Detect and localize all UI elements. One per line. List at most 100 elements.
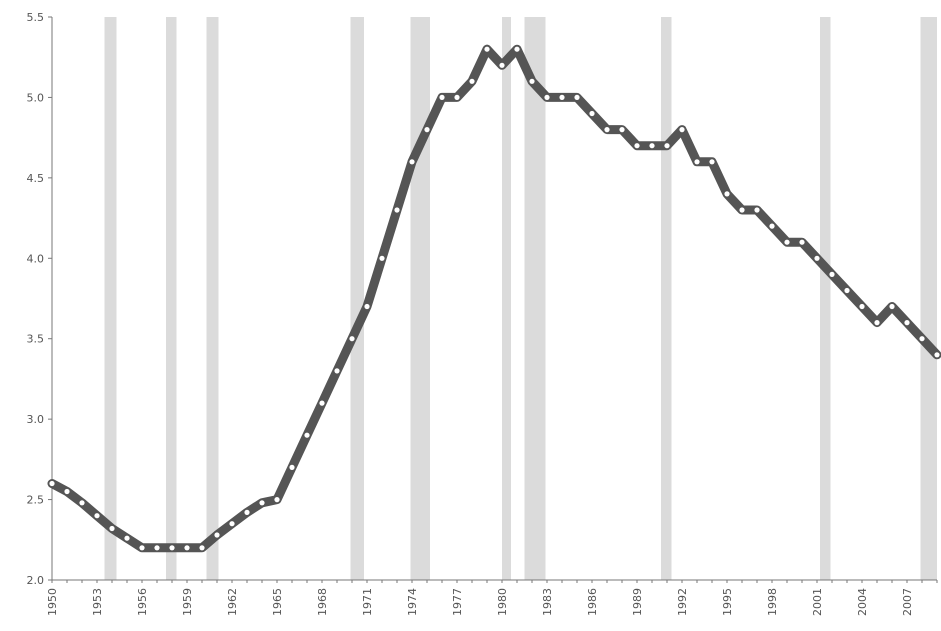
x-tick-label: 1968 — [316, 588, 329, 616]
data-point — [214, 532, 220, 538]
data-point — [619, 127, 625, 133]
data-point — [499, 62, 505, 68]
x-axis-ticks: 1950 1953 1956 1959 1962 1965 1968 1971 1974 1977… — [46, 580, 938, 616]
y-tick-label: 3.0 — [27, 413, 45, 426]
data-point — [79, 500, 85, 506]
x-tick-label: 1971 — [361, 588, 374, 616]
y-tick-label: 4.0 — [27, 252, 45, 265]
series-line — [47, 44, 941, 553]
data-point — [559, 94, 565, 100]
y-tick-label: 5.0 — [27, 91, 45, 104]
data-point — [679, 127, 685, 133]
data-point — [709, 159, 715, 165]
data-point — [724, 191, 730, 197]
recession-band-6 — [524, 17, 546, 580]
x-tick-label: 1962 — [226, 588, 239, 616]
data-point — [604, 127, 610, 133]
series-group — [47, 44, 941, 553]
data-point — [529, 78, 535, 84]
data-point — [154, 545, 160, 551]
data-point — [349, 336, 355, 342]
data-point — [469, 78, 475, 84]
x-tick-label: 1959 — [181, 588, 194, 616]
data-point — [859, 303, 865, 310]
data-point — [784, 239, 790, 245]
data-point — [634, 143, 640, 149]
y-tick-label: 2.0 — [27, 574, 45, 587]
recession-band-3 — [350, 17, 364, 580]
x-tick-label: 1965 — [271, 588, 284, 616]
recession-band-1 — [166, 17, 177, 580]
data-point — [184, 545, 190, 551]
x-tick-label: 1989 — [631, 588, 644, 616]
data-point — [394, 207, 400, 213]
recession-band-4 — [410, 17, 430, 580]
data-point — [814, 255, 820, 261]
x-tick-label: 1995 — [721, 588, 734, 616]
data-point — [799, 239, 805, 245]
data-point — [424, 127, 430, 133]
data-point — [199, 545, 205, 551]
recession-band-8 — [820, 17, 831, 580]
y-tick-label: 3.5 — [27, 333, 45, 346]
data-point — [754, 207, 760, 213]
x-tick-label: 1998 — [766, 588, 779, 616]
axes — [51, 17, 937, 581]
y-axis-ticks: 2.0 2.5 3.0 3.5 4.0 4.5 5.0 5.5 — [27, 11, 52, 587]
recession-band-2 — [206, 17, 219, 580]
data-point — [409, 159, 415, 165]
data-point — [769, 223, 775, 229]
data-point — [514, 46, 520, 52]
data-point — [574, 94, 580, 100]
recession-band-5 — [502, 17, 511, 580]
x-tick-label: 1992 — [676, 588, 689, 616]
y-tick-label: 2.5 — [27, 494, 45, 507]
recession-band-7 — [661, 17, 672, 580]
data-point — [289, 464, 295, 470]
y-tick-label: 5.5 — [27, 11, 45, 24]
data-point — [49, 480, 55, 487]
data-point — [229, 521, 235, 527]
data-point — [139, 545, 145, 551]
data-point — [454, 94, 460, 100]
data-point — [439, 94, 445, 100]
data-point — [904, 320, 910, 326]
data-point — [319, 400, 325, 406]
x-tick-label: 2001 — [811, 588, 824, 616]
x-tick-label: 2007 — [901, 588, 914, 616]
x-tick-label: 1983 — [541, 588, 554, 616]
data-point — [274, 497, 280, 503]
data-point — [64, 488, 70, 495]
data-point — [244, 509, 250, 515]
data-point — [334, 368, 340, 374]
x-tick-label: 1953 — [91, 588, 104, 616]
data-point — [124, 535, 130, 541]
x-tick-label: 2004 — [856, 588, 869, 616]
x-tick-label: 1977 — [451, 588, 464, 616]
data-point — [829, 271, 835, 277]
data-point — [919, 336, 925, 342]
data-point — [379, 255, 385, 261]
x-tick-label: 1956 — [136, 588, 149, 616]
recession-band-9 — [920, 17, 937, 580]
data-point — [649, 143, 655, 149]
data-point — [694, 159, 700, 165]
data-point — [544, 94, 550, 100]
x-tick-label: 1950 — [46, 588, 59, 616]
x-tick-label: 1974 — [406, 588, 419, 616]
data-point — [874, 320, 880, 326]
recession-band-0 — [104, 17, 117, 580]
data-point — [664, 143, 670, 149]
data-point — [739, 207, 745, 213]
data-point — [934, 352, 940, 358]
data-point — [484, 46, 490, 52]
y-tick-label: 4.5 — [27, 172, 45, 185]
x-tick-label: 1986 — [586, 588, 599, 616]
data-point — [109, 525, 115, 532]
data-point — [259, 500, 265, 506]
data-point — [364, 303, 370, 310]
data-point — [589, 110, 595, 117]
data-point — [94, 513, 100, 519]
data-point — [169, 545, 175, 551]
